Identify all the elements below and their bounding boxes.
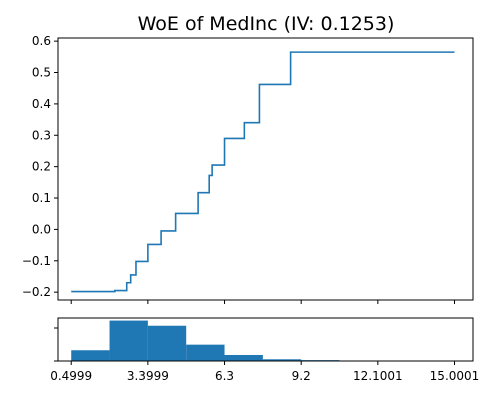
woe-y-tick-label: 0.4 xyxy=(32,97,51,111)
histogram-bar xyxy=(147,325,187,361)
histogram-bar xyxy=(186,344,225,361)
histogram-x-tick-label: 12.1001 xyxy=(353,369,403,383)
woe-y-tick-label: 0.0 xyxy=(32,222,51,236)
histogram-x-tick-label: 15.0001 xyxy=(430,369,480,383)
woe-series-line xyxy=(71,51,455,293)
woe-y-tick-label: 0.2 xyxy=(32,160,51,174)
histogram-bar xyxy=(262,359,302,361)
woe-y-axis-ticks: −0.2 −0.1 0.0 0.1 0.2 0.3 0.4 0.5 0.6 xyxy=(22,34,58,299)
histogram-x-tick-label: 6.3 xyxy=(215,369,234,383)
chart-title: WoE of MedInc (IV: 0.1253) xyxy=(138,13,395,35)
histogram-bars xyxy=(71,320,340,361)
woe-y-tick-label: 0.5 xyxy=(32,66,51,80)
woe-panel: −0.2 −0.1 0.0 0.1 0.2 0.3 0.4 0.5 0.6 xyxy=(22,34,474,304)
woe-y-tick-label: −0.1 xyxy=(22,254,51,268)
histogram-x-tick-label: 9.2 xyxy=(292,369,311,383)
histogram-y-axis-ticks xyxy=(54,327,58,362)
histogram-bar xyxy=(71,350,110,361)
histogram-x-axis-ticks: 0.4999 3.3999 6.3 9.2 12.1001 15.0001 xyxy=(50,361,479,383)
histogram-panel: 0.4999 3.3999 6.3 9.2 12.1001 15.0001 xyxy=(50,317,479,383)
histogram-plot-frame xyxy=(57,317,474,362)
histogram-x-tick-label: 3.3999 xyxy=(127,369,169,383)
woe-y-tick-label: 0.6 xyxy=(32,34,51,48)
woe-x-axis-ticks xyxy=(70,300,455,304)
woe-plot-frame xyxy=(57,37,474,301)
woe-y-tick-label: 0.3 xyxy=(32,128,51,142)
histogram-bar xyxy=(109,320,148,361)
histogram-x-tick-label: 0.4999 xyxy=(50,369,92,383)
woe-y-tick-label: −0.2 xyxy=(22,285,51,299)
histogram-bar xyxy=(224,354,263,361)
woe-y-tick-label: 0.1 xyxy=(32,191,51,205)
